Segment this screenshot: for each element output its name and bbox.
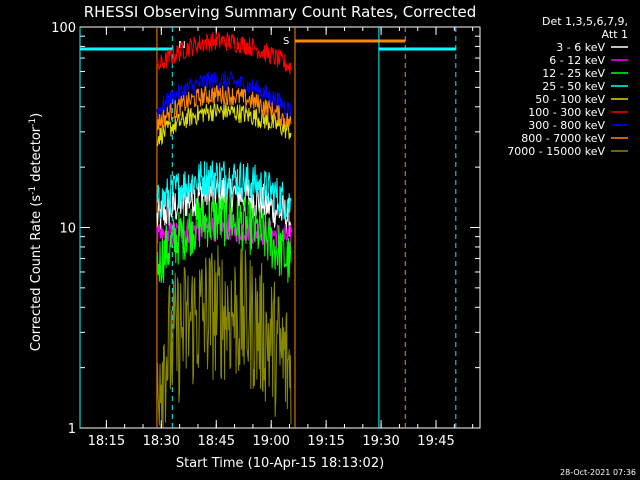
legend-label: 50 - 100 keV xyxy=(535,93,605,106)
x-tick-label: 19:00 xyxy=(252,434,289,449)
legend-label: 12 - 25 keV xyxy=(542,67,605,80)
x-tick-label: 18:15 xyxy=(88,434,125,449)
annotation-label: S xyxy=(283,36,289,47)
series-line xyxy=(156,71,292,119)
plot-frame xyxy=(79,26,481,429)
series-group xyxy=(156,31,292,428)
y-tick-label: 1 xyxy=(68,422,76,437)
plot-border xyxy=(79,26,481,429)
series-line xyxy=(156,31,292,75)
x-tick-label: 18:30 xyxy=(143,434,180,449)
y-tick-label: 100 xyxy=(51,21,76,36)
legend-header-1: Det 1,3,5,6,7,9, xyxy=(542,15,628,28)
y-tick-label: 10 xyxy=(59,222,76,237)
legend-label: 25 - 50 keV xyxy=(542,80,605,93)
legend-label: 800 - 7000 keV xyxy=(521,132,605,145)
series-line xyxy=(156,245,292,428)
legend-label: 6 - 12 keV xyxy=(549,54,605,67)
x-tick-label: 19:45 xyxy=(417,434,454,449)
x-tick-label: 19:30 xyxy=(362,434,399,449)
x-axis-label: Start Time (10-Apr-15 18:13:02) xyxy=(176,456,384,471)
legend-label: 7000 - 15000 keV xyxy=(507,145,605,158)
series-line xyxy=(156,160,292,220)
footer-timestamp: 28-Oct-2021 07:36 xyxy=(560,468,636,477)
x-tick-label: 19:15 xyxy=(307,434,344,449)
x-tick-label: 18:45 xyxy=(198,434,235,449)
legend-label: 300 - 800 keV xyxy=(528,119,605,132)
y-axis: 1 10 100 xyxy=(51,21,480,437)
y-axis-label: Corrected Count Rate (s-1 detector-1) xyxy=(28,113,44,351)
series-line xyxy=(156,85,292,131)
legend-label: 3 - 6 keV xyxy=(556,41,605,54)
x-axis: 18:15 18:30 18:45 19:00 19:15 19:30 19:45 xyxy=(88,27,474,449)
legend-header-2: Att 1 xyxy=(602,28,628,41)
chart-title: RHESSI Observing Summary Count Rates, Co… xyxy=(84,3,477,21)
series-line xyxy=(156,191,292,284)
legend-label: 100 - 300 keV xyxy=(528,106,605,119)
